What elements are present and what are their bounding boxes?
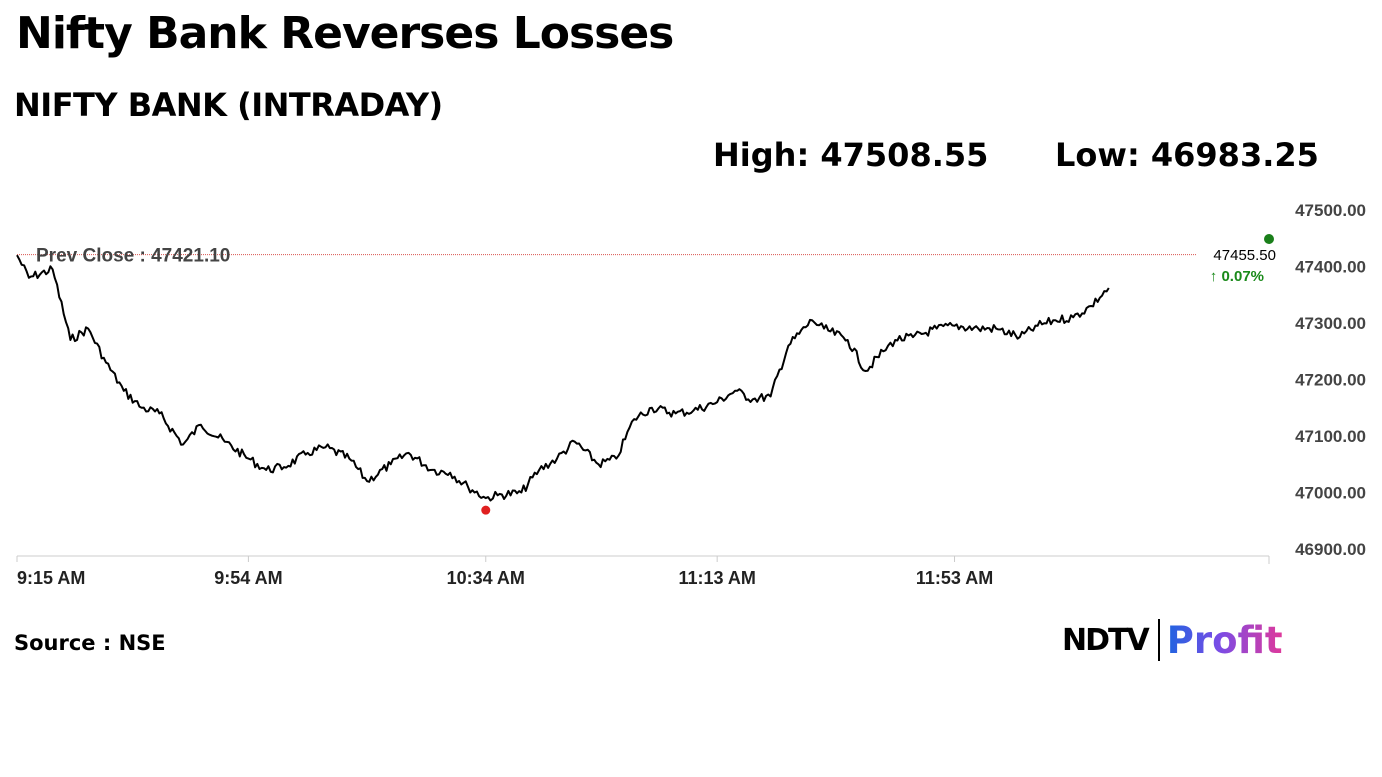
headline: Nifty Bank Reverses Losses [16, 8, 674, 59]
x-tick-label: 9:15 AM [17, 568, 85, 588]
y-tick-label: 47400.00 [1295, 258, 1366, 277]
logo-divider [1157, 619, 1160, 661]
low-stat: Low: 46983.25 [1055, 136, 1319, 174]
source-note: Source : NSE [14, 631, 166, 655]
prev-close-label: Prev Close : 47421.10 [36, 246, 230, 267]
y-tick-label: 47300.00 [1295, 314, 1366, 333]
y-tick-label: 46900.00 [1295, 540, 1366, 559]
x-tick-label: 11:53 AM [916, 568, 993, 588]
last-value-label: 47455.50 [1213, 247, 1276, 264]
y-tick-label: 47500.00 [1295, 201, 1366, 220]
ndtv-profit-logo: NDTV Profit [1062, 616, 1283, 664]
x-tick-label: 10:34 AM [447, 568, 525, 588]
y-tick-label: 47000.00 [1295, 484, 1366, 503]
y-tick-label: 47200.00 [1295, 371, 1366, 390]
x-tick-label: 9:54 AM [214, 568, 282, 588]
logo-profit-text: Profit [1166, 618, 1283, 662]
y-tick-label: 47100.00 [1295, 427, 1366, 446]
x-tick-label: 11:13 AM [678, 568, 755, 588]
high-stat: High: 47508.55 [713, 136, 989, 174]
change-percent-label: ↑ 0.07% [1210, 268, 1264, 285]
intraday-line-chart: 9:15 AM 9:54 AM 10:34 AM 11:13 AM 11:53 AM 47… [16, 201, 1366, 588]
price-line [16, 254, 1110, 502]
logo-ndtv-text: NDTV [1062, 622, 1150, 658]
last-value-marker [1264, 234, 1274, 244]
low-marker [481, 505, 491, 515]
chart-subtitle: NIFTY BANK (INTRADAY) [14, 86, 443, 124]
